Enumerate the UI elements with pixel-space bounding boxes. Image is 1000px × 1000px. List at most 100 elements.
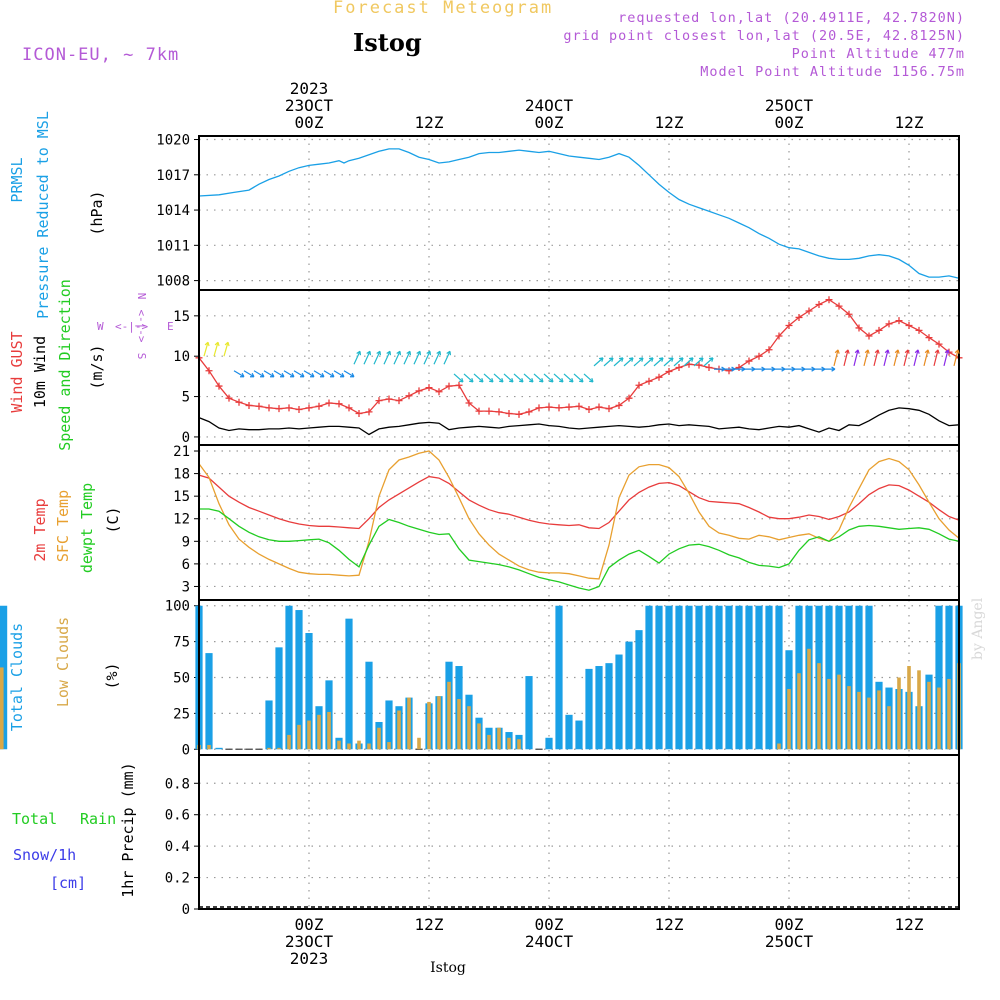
wind-unit-label: (m/s)	[88, 344, 106, 389]
clouds-ytick-label: 50	[173, 671, 190, 687]
gust-marker	[275, 405, 283, 413]
gust-marker	[315, 402, 323, 410]
low-cloud-bar	[357, 740, 361, 750]
total-cloud-bar	[645, 605, 653, 750]
wind-direction-arrow	[403, 350, 412, 365]
top-time-label: 00Z	[295, 113, 324, 132]
wind-direction-arrow	[353, 350, 362, 365]
total-cloud-bar	[265, 700, 273, 750]
low-cloud-bar	[907, 666, 911, 750]
wind-direction-arrow	[923, 349, 930, 367]
gust-marker	[645, 377, 653, 385]
wind-direction-arrow	[883, 349, 890, 367]
total-cloud-bar	[275, 647, 283, 750]
gust-marker	[805, 307, 813, 315]
gust-marker	[925, 334, 933, 342]
bottom-time-label: 23OCT	[285, 932, 334, 951]
low-cloud-bar	[317, 714, 321, 750]
chart-title: Forecast Meteogram	[333, 0, 554, 18]
compass-n-label: N	[135, 293, 148, 300]
clouds-ytick-label: 0	[182, 742, 190, 758]
wind-direction-arrow	[764, 366, 776, 372]
wind-gust-label: Wind GUST	[8, 331, 26, 412]
wind-direction-arrow	[603, 357, 614, 367]
total-cloud-bar	[685, 605, 693, 750]
low-cloud-bar	[837, 674, 841, 750]
low-cloud-bar	[367, 743, 371, 750]
pressure-panel: 1008 1011 1014 1017 1020	[156, 133, 960, 291]
wind-direction-arrow	[533, 373, 544, 383]
total-cloud-bar	[365, 661, 373, 750]
wind-direction-arrow	[423, 350, 432, 365]
pressure-unit-label: (hPa)	[88, 190, 106, 235]
wind-direction-arrow	[774, 366, 786, 372]
precipitation-ytick-label: 0	[182, 902, 190, 918]
wind-direction-arrow	[633, 357, 644, 367]
gust-marker	[585, 405, 593, 413]
clouds-panel: 0 25 50 75 100	[0, 599, 963, 758]
wind-direction-arrow	[393, 350, 402, 365]
clouds-ytick-label: 25	[173, 706, 190, 722]
low-cloud-bar	[457, 699, 461, 750]
gust-marker	[795, 313, 803, 321]
low-cloud-bar	[477, 723, 481, 750]
low-cloud-bar	[897, 677, 901, 750]
total-cloud-bar	[575, 720, 583, 750]
wind-frame	[198, 289, 960, 446]
precipitation-ytick-label: 0.6	[165, 808, 190, 824]
wind-direction-arrow	[343, 370, 355, 378]
clouds-total-label: Total Clouds	[8, 623, 26, 731]
wind-direction-arrow	[843, 349, 850, 367]
wind-series-10m-wind	[198, 407, 960, 436]
cloud-zero-bar	[255, 748, 263, 750]
gust-marker	[425, 384, 433, 392]
wind-direction-arrow	[653, 357, 664, 367]
total-cloud-bar	[845, 605, 853, 750]
temperature-ytick-label: 21	[173, 444, 190, 460]
wind-direction-arrow	[273, 370, 285, 378]
gust-marker	[915, 326, 923, 334]
low-cloud-bar	[0, 667, 4, 750]
clouds-ytick-label: 75	[173, 635, 190, 651]
low-cloud-bar	[487, 734, 491, 750]
total-cloud-bar	[295, 610, 303, 750]
wind-speed-direction-label: Speed and Direction	[56, 279, 74, 451]
gust-marker	[875, 326, 883, 334]
low-cloud-bar	[287, 734, 291, 750]
precipitation-panel: 0 0.2 0.4 0.6 0.8	[165, 754, 960, 918]
wind-direction-arrow	[824, 366, 836, 372]
gust-marker	[265, 404, 273, 412]
model-name: ICON-EU, ~ 7km	[22, 45, 180, 65]
total-cloud-bar	[525, 676, 533, 750]
gust-marker	[455, 381, 463, 389]
gust-marker	[295, 405, 303, 413]
top-time-label: 00Z	[775, 113, 804, 132]
total-cloud-bar	[615, 654, 623, 750]
total-cloud-bar	[555, 605, 563, 750]
total-cloud-bar	[855, 605, 863, 750]
temperature-ytick-label: 12	[173, 512, 190, 528]
wind-ytick-label: 10	[173, 349, 190, 365]
low-cloud-bar	[337, 740, 341, 750]
gust-marker	[465, 399, 473, 407]
gust-marker	[775, 332, 783, 340]
wind-direction-arrow	[213, 341, 220, 357]
precipitation-ytick-label: 0.4	[165, 839, 190, 855]
gust-marker	[385, 395, 393, 403]
temperature-series-sfc-temp	[198, 450, 960, 580]
temperature-ytick-label: 6	[182, 557, 190, 573]
total-cloud-bar	[595, 666, 603, 750]
gust-marker	[285, 404, 293, 412]
gust-marker	[375, 397, 383, 405]
pressure-ytick-label: 1017	[156, 168, 190, 184]
total-cloud-bar	[215, 747, 223, 750]
wind-direction-arrow	[483, 373, 494, 383]
wind-panel: 0 5 10 15	[173, 289, 963, 446]
gust-marker	[415, 387, 423, 395]
gust-marker	[615, 401, 623, 409]
compass-ew-arrows: <-|->	[115, 320, 148, 333]
temp-2m-label: 2m Temp	[31, 498, 49, 561]
wind-direction-arrow	[613, 357, 624, 367]
gust-marker	[235, 398, 243, 406]
